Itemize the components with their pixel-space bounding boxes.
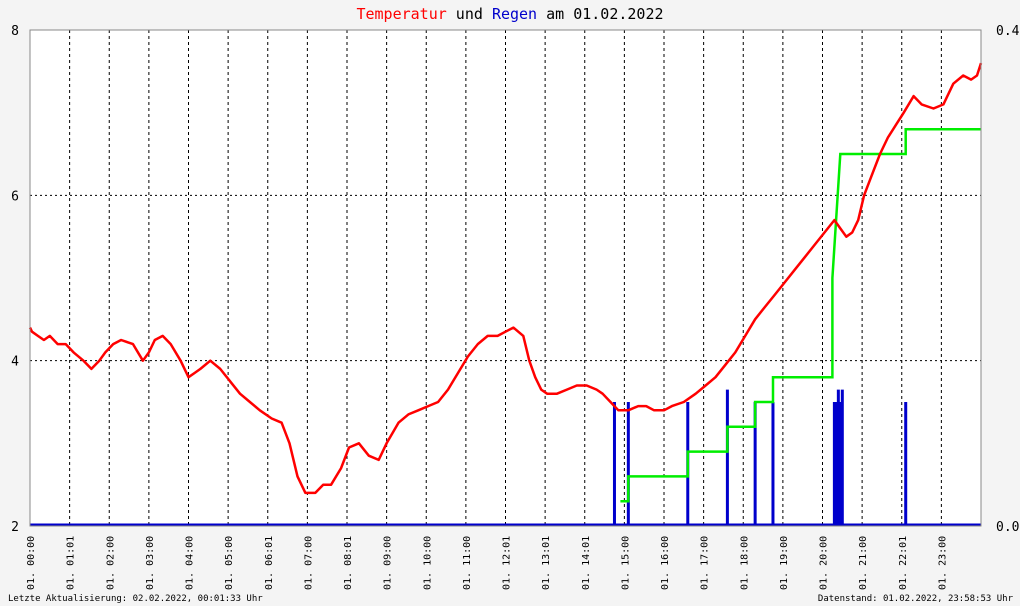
- x-tick-label: 01. 08:01: [343, 536, 354, 590]
- x-tick-label: 01. 05:00: [224, 536, 235, 590]
- x-tick-label: 01. 23:00: [937, 536, 948, 590]
- x-tick-label: 01. 09:00: [383, 536, 394, 590]
- y-left-tick-label: 8: [11, 24, 19, 39]
- title-part: Regen: [492, 5, 537, 23]
- plot-frame: [29, 29, 982, 527]
- x-tick-label: 01. 11:00: [462, 536, 473, 590]
- x-tick-label: 01. 06:01: [264, 536, 275, 590]
- grid-lines: [30, 30, 981, 526]
- y-left-tick-label: 4: [11, 355, 19, 370]
- x-tick-label: 01. 15:00: [620, 536, 631, 590]
- x-axis-tick-labels: 01. 00:00 01. 01:01 01. 02:00 01. 03:00 01. …: [26, 536, 948, 590]
- x-tick-label: 01. 04:00: [185, 536, 196, 590]
- chart-title: Temperatur und Regen am 01.02.2022: [356, 5, 663, 23]
- x-tick-label: 01. 19:00: [779, 536, 790, 590]
- y-right-tick-label: 0.4: [996, 24, 1020, 39]
- y-left-tick-label: 2: [11, 520, 19, 535]
- x-tick-label: 01. 10:00: [422, 536, 433, 590]
- x-tick-label: 01. 02:00: [105, 536, 116, 590]
- x-tick-label: 01. 00:00: [26, 536, 37, 590]
- x-tick-label: 01. 07:00: [303, 536, 314, 590]
- x-tick-label: 01. 12:01: [502, 536, 513, 590]
- x-tick-label: 01. 16:00: [660, 536, 671, 590]
- title-part: am 01.02.2022: [537, 5, 663, 23]
- x-tick-label: 01. 18:00: [739, 536, 750, 590]
- x-tick-label: 01. 21:00: [858, 536, 869, 590]
- y-left-tick-label: 6: [11, 189, 19, 204]
- series-layer: [28, 62, 983, 527]
- x-tick-label: 01. 03:00: [145, 536, 156, 590]
- y-right-tick-label: 0.0: [996, 520, 1019, 535]
- footer-data-status: Datenstand: 01.02.2022, 23:58:53 Uhr: [818, 594, 1014, 604]
- title-part: Temperatur: [356, 5, 446, 23]
- footer-last-update: Letzte Aktualisierung: 02.02.2022, 00:01…: [8, 594, 263, 604]
- x-tick-label: 01. 17:00: [700, 536, 711, 590]
- y-axis-right-tick-labels: 0.0 0.4: [996, 24, 1020, 535]
- x-tick-label: 01. 22:01: [898, 536, 909, 590]
- y-axis-left-tick-labels: 2 4 6 8: [11, 24, 19, 535]
- x-tick-label: 01. 14:01: [581, 536, 592, 590]
- x-tick-label: 01. 13:01: [541, 536, 552, 590]
- title-part: und: [447, 5, 492, 23]
- x-tick-label: 01. 01:01: [66, 536, 77, 590]
- x-tick-label: 01. 20:00: [819, 536, 830, 590]
- temperature-line: [28, 62, 983, 495]
- rain-cumulative-line: [620, 127, 981, 503]
